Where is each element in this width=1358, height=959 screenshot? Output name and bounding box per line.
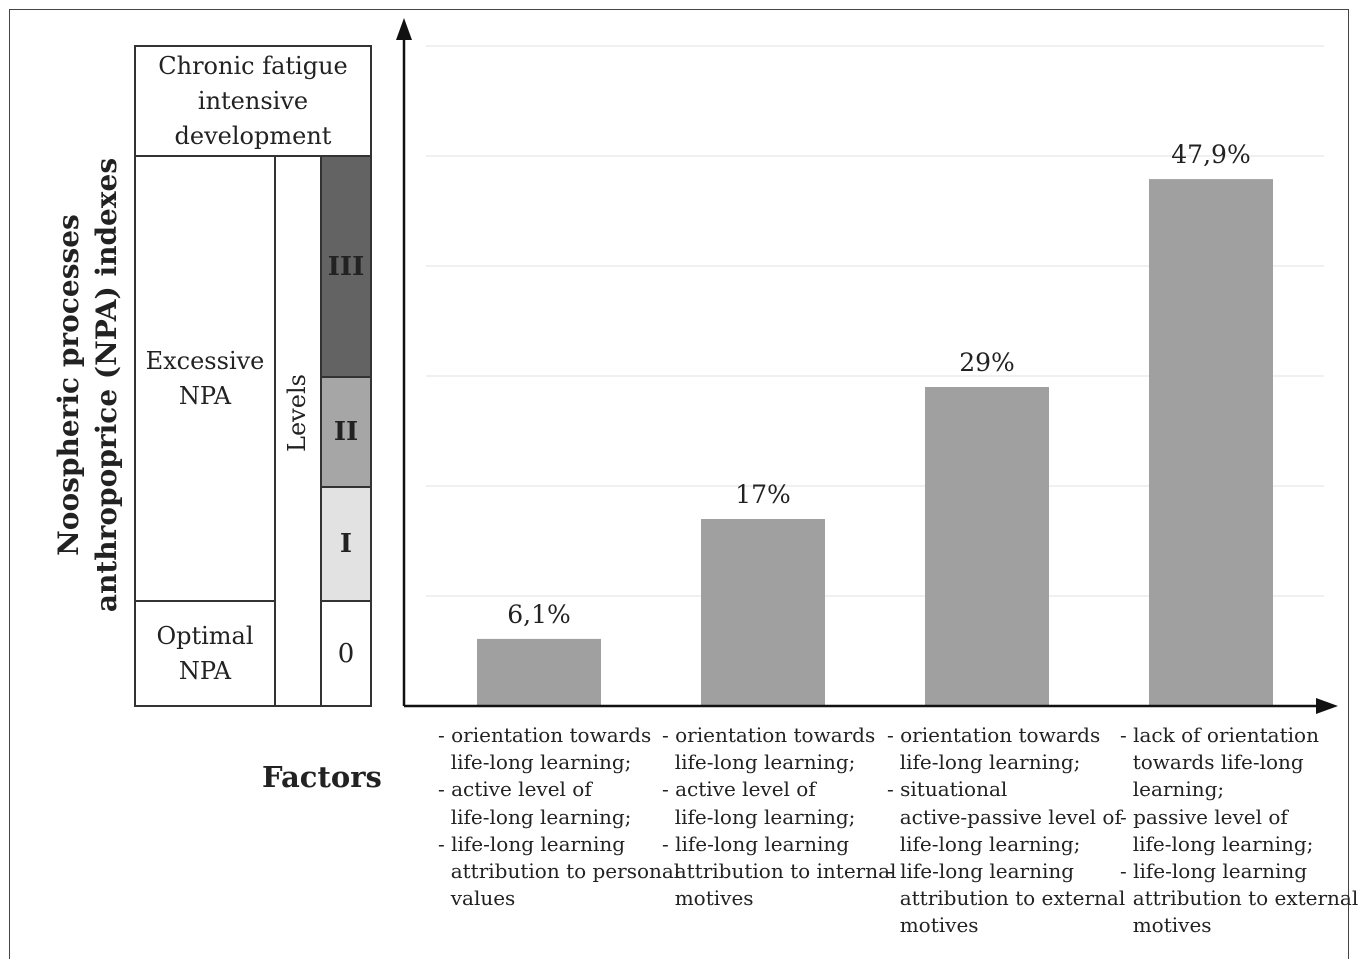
bar-4 bbox=[1149, 179, 1273, 707]
data-label-4: 47,9% bbox=[1171, 140, 1250, 169]
factor-line: life-long learning; bbox=[438, 804, 632, 829]
excessive-npa-label: Excessive NPA bbox=[145, 346, 265, 410]
factor-line: life-long learning; bbox=[662, 750, 856, 775]
factor-line: life-long learning; bbox=[438, 750, 632, 775]
data-label-1: 6,1% bbox=[507, 600, 571, 629]
factor-description-2: - orientation towards life-long learning… bbox=[662, 722, 896, 912]
bar-2 bbox=[701, 519, 825, 706]
factor-line: - lack of orientation bbox=[1120, 723, 1319, 747]
factor-line: active-passive level of bbox=[887, 804, 1122, 829]
factor-line: motives bbox=[887, 913, 979, 938]
bar-1 bbox=[477, 638, 601, 706]
optimal-npa-label: Optimal NPA bbox=[156, 621, 254, 685]
data-label-2: 17% bbox=[735, 480, 791, 509]
factor-line: attribution to external bbox=[887, 886, 1126, 911]
factor-line: values bbox=[438, 886, 516, 911]
level-ii-label: II bbox=[333, 417, 359, 447]
x-axis-title: Factors bbox=[262, 760, 382, 794]
level-ii-cell: II bbox=[320, 376, 372, 488]
bars bbox=[477, 179, 1273, 707]
factor-line: - life-long learning bbox=[662, 831, 850, 856]
factor-line: - orientation towards bbox=[662, 723, 876, 747]
optimal-npa-cell: Optimal NPA bbox=[134, 600, 276, 707]
factor-line: attribution to external bbox=[1120, 886, 1358, 911]
factor-line: attribution to personal bbox=[438, 859, 681, 884]
factor-line: - passive level of bbox=[1120, 804, 1288, 829]
chronic-fatigue-cell: Chronic fatigue intensive development bbox=[134, 45, 372, 157]
level-0-cell: 0 bbox=[320, 600, 372, 707]
factor-description-4: - lack of orientation towards life-long … bbox=[1120, 722, 1358, 940]
factor-line: - active level of bbox=[662, 777, 816, 802]
factor-line: - active level of bbox=[438, 777, 592, 802]
factor-line: - life-long learning bbox=[887, 859, 1075, 884]
bar-3 bbox=[925, 387, 1049, 706]
factor-line: - life-long learning bbox=[438, 831, 626, 856]
x-axis-arrow bbox=[1316, 698, 1338, 714]
factor-line: motives bbox=[1120, 913, 1212, 938]
level-iii-cell: III bbox=[320, 155, 372, 378]
factor-line: life-long learning; bbox=[887, 831, 1081, 856]
factor-description-3: - orientation towards life-long learning… bbox=[887, 722, 1125, 940]
factor-description-1: - orientation towards life-long learning… bbox=[438, 722, 680, 912]
chronic-fatigue-label: Chronic fatigue intensive development bbox=[158, 51, 348, 150]
figure-frame bbox=[9, 9, 1349, 959]
data-labels: 6,1% 17% 29% 47,9% bbox=[507, 140, 1250, 629]
level-iii-label: III bbox=[327, 251, 365, 282]
factor-line: life-long learning; bbox=[887, 750, 1081, 775]
factor-line: motives bbox=[662, 886, 754, 911]
factor-line: - orientation towards bbox=[887, 723, 1101, 747]
factor-line: life-long learning; bbox=[1120, 831, 1314, 856]
factor-line: towards life-long bbox=[1120, 750, 1304, 775]
factor-line: learning; bbox=[1120, 777, 1225, 802]
y-axis-arrow bbox=[396, 18, 412, 40]
factor-line: attribution to internal bbox=[662, 859, 897, 884]
factor-line: - situational bbox=[887, 777, 1008, 802]
level-i-cell: I bbox=[320, 486, 372, 602]
data-label-3: 29% bbox=[959, 348, 1015, 377]
level-0-label: 0 bbox=[337, 638, 355, 669]
factor-line: - life-long learning bbox=[1120, 859, 1308, 884]
factor-line: life-long learning; bbox=[662, 804, 856, 829]
level-i-label: I bbox=[339, 529, 353, 559]
factor-line: - orientation towards bbox=[438, 723, 652, 747]
